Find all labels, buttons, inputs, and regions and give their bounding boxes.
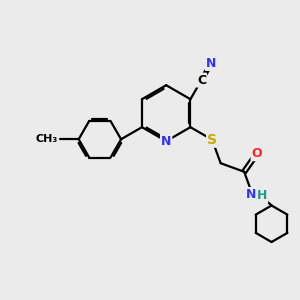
Text: S: S	[207, 133, 217, 147]
Text: N: N	[246, 188, 256, 201]
Text: N: N	[161, 135, 171, 148]
Text: C: C	[197, 74, 206, 87]
Text: O: O	[251, 147, 262, 160]
Text: CH₃: CH₃	[36, 134, 58, 144]
Text: H: H	[257, 189, 267, 203]
Text: N: N	[206, 57, 216, 70]
